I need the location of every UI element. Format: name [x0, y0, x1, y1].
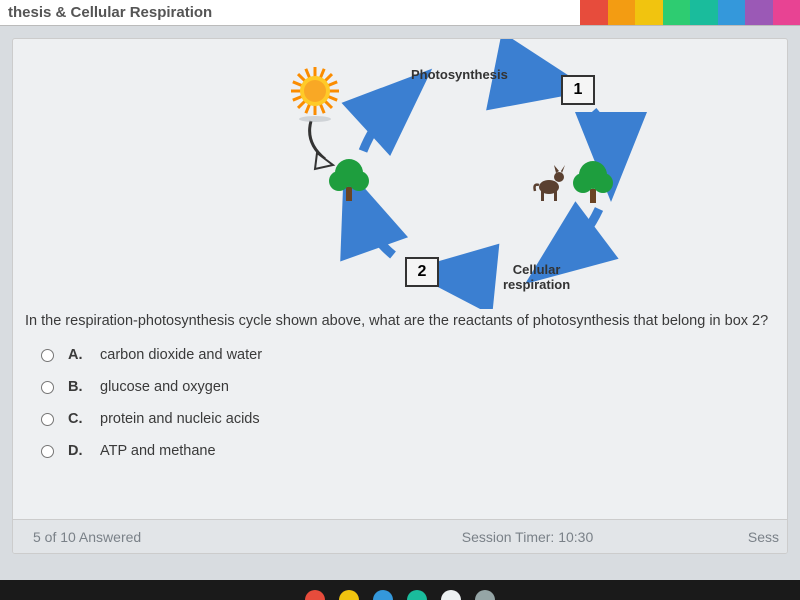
cycle-diagram: Photosynthesis 1 2 Cellular respiration [13, 39, 787, 299]
option-letter: D. [68, 443, 86, 459]
session-fragment: Sess [748, 529, 787, 545]
answer-radio[interactable] [41, 445, 54, 458]
diagram-box-1: 1 [561, 75, 595, 105]
os-taskbar [0, 580, 800, 600]
dock-app-icon[interactable] [339, 590, 359, 600]
answered-count: 5 of 10 Answered [13, 529, 307, 545]
status-bar: 5 of 10 Answered Session Timer: 10:30 Se… [13, 519, 787, 553]
arrows-svg [13, 39, 788, 309]
dock-app-icon[interactable] [441, 590, 461, 600]
answer-option[interactable]: A. carbon dioxide and water [41, 339, 787, 371]
dock-app-icon[interactable] [407, 590, 427, 600]
header-title: thesis & Cellular Respiration [8, 4, 212, 21]
answer-radio[interactable] [41, 413, 54, 426]
answer-option[interactable]: C. protein and nucleic acids [41, 403, 787, 435]
answer-options: A. carbon dioxide and water B. glucose and … [13, 333, 787, 467]
option-letter: C. [68, 411, 86, 427]
header-accent-bar [580, 0, 800, 25]
answer-option[interactable]: B. glucose and oxygen [41, 371, 787, 403]
dock-app-icon[interactable] [305, 590, 325, 600]
option-text: glucose and oxygen [100, 379, 229, 395]
session-timer: Session Timer: 10:30 [307, 529, 748, 545]
answer-radio[interactable] [41, 349, 54, 362]
content-area: Photosynthesis 1 2 Cellular respiration [0, 26, 800, 566]
option-text: carbon dioxide and water [100, 347, 262, 363]
cellular-respiration-label: Cellular respiration [503, 263, 570, 293]
answer-option[interactable]: D. ATP and methane [41, 435, 787, 467]
option-letter: B. [68, 379, 86, 395]
answer-radio[interactable] [41, 381, 54, 394]
option-text: protein and nucleic acids [100, 411, 260, 427]
dock-app-icon[interactable] [475, 590, 495, 600]
question-card: Photosynthesis 1 2 Cellular respiration [12, 38, 788, 554]
page-header: thesis & Cellular Respiration epic math … [0, 0, 800, 26]
option-letter: A. [68, 347, 86, 363]
photosynthesis-label: Photosynthesis [411, 67, 508, 82]
dock-app-icon[interactable] [373, 590, 393, 600]
diagram-box-2: 2 [405, 257, 439, 287]
option-text: ATP and methane [100, 443, 216, 459]
